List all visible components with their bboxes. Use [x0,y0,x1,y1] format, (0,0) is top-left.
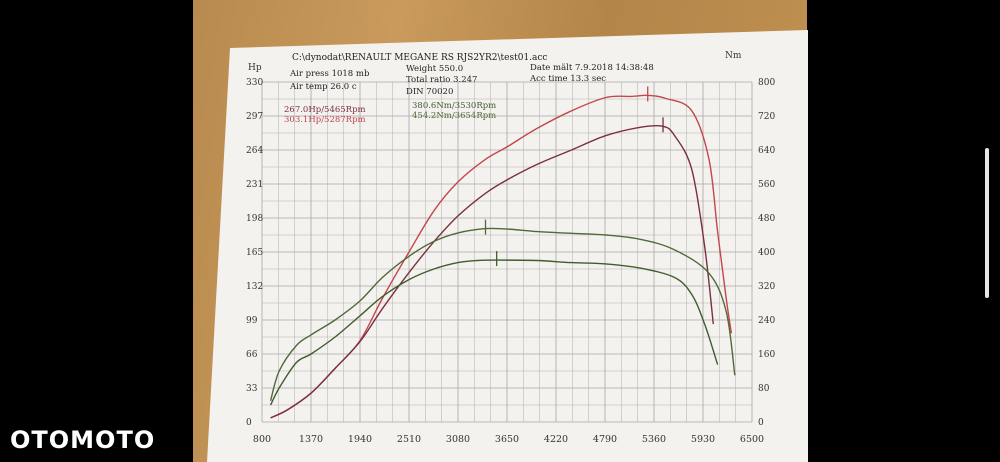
x-tick-label: 5360 [642,434,666,445]
total-ratio: Total ratio 3.247 [406,75,477,85]
date: Date mält 7.9.2018 14:38:48 [530,63,654,73]
right-tick-label: 400 [758,248,775,258]
right-tick-label: 80 [758,384,770,394]
file-path: C:\dynodat\RENAULT MEGANE RS RJS2YR2\tes… [292,53,547,63]
right-tick-label: 0 [758,418,764,428]
right-tick-label: 800 [758,78,775,88]
series-line-3 [269,227,736,401]
left-tick-label: 0 [246,418,252,428]
x-tick-label: 5930 [691,434,715,445]
power-readout-2: 303.1Hp/5287Rpm [284,115,366,125]
left-unit: Hp [248,63,262,73]
series [269,86,736,419]
left-tick-label: 165 [246,248,263,258]
scrollbar[interactable] [985,148,989,298]
right-tick-label: 320 [758,282,775,292]
x-tick-label: 6500 [740,434,764,445]
paper-sheet [207,30,808,462]
left-tick-label: 297 [246,112,263,122]
din: DIN 70020 [406,87,453,97]
x-tick-label: 800 [253,434,271,445]
series-line-2 [270,124,714,419]
left-tick-label: 231 [246,180,263,190]
right-tick-label: 240 [758,316,775,326]
air-temp: Air temp 26.0 c [289,82,357,92]
x-tick-label: 4220 [544,434,568,445]
series-line-4 [269,259,719,406]
torque-readout-2: 454.2Nm/3654Rpm [412,111,496,121]
weight: Weight 550.0 [406,64,463,74]
left-tick-label: 264 [246,146,263,156]
brand-logo: OTOMOTO [10,426,156,454]
right-tick-label: 480 [758,214,775,224]
x-tick-label: 1370 [299,434,323,445]
left-tick-label: 99 [246,316,258,326]
x-tick-label: 3650 [495,434,519,445]
right-tick-label: 640 [758,146,775,156]
x-tick-label: 4790 [593,434,617,445]
left-tick-label: 330 [246,78,263,88]
right-tick-label: 720 [758,112,775,122]
right-unit: Nm [725,51,742,61]
power-readout-1: 267.0Hp/5465Rpm [284,105,366,115]
left-tick-label: 132 [246,282,263,292]
x-tick-label: 1940 [348,434,372,445]
air-press: Air press 1018 mb [289,69,370,79]
x-tick-label: 2510 [397,434,421,445]
right-tick-label: 160 [758,350,775,360]
x-tick-label: 3080 [446,434,470,445]
left-tick-label: 198 [246,214,263,224]
left-tick-label: 66 [246,350,258,360]
left-axis-ticks: 0 33 66 99 132 165 198 231 264 297 330 [246,78,263,428]
acc-time: Acc time 13.3 sec [529,74,606,84]
torque-readout-1: 380.6Nm/3530Rpm [412,101,496,111]
right-axis-ticks: 0 80 160 240 320 400 480 560 640 720 800 [758,78,775,428]
x-axis-ticks: 800 1370 1940 2510 3080 3650 4220 4790 5360 5930 6… [253,434,764,445]
right-tick-label: 560 [758,180,775,190]
left-tick-label: 33 [246,384,258,394]
